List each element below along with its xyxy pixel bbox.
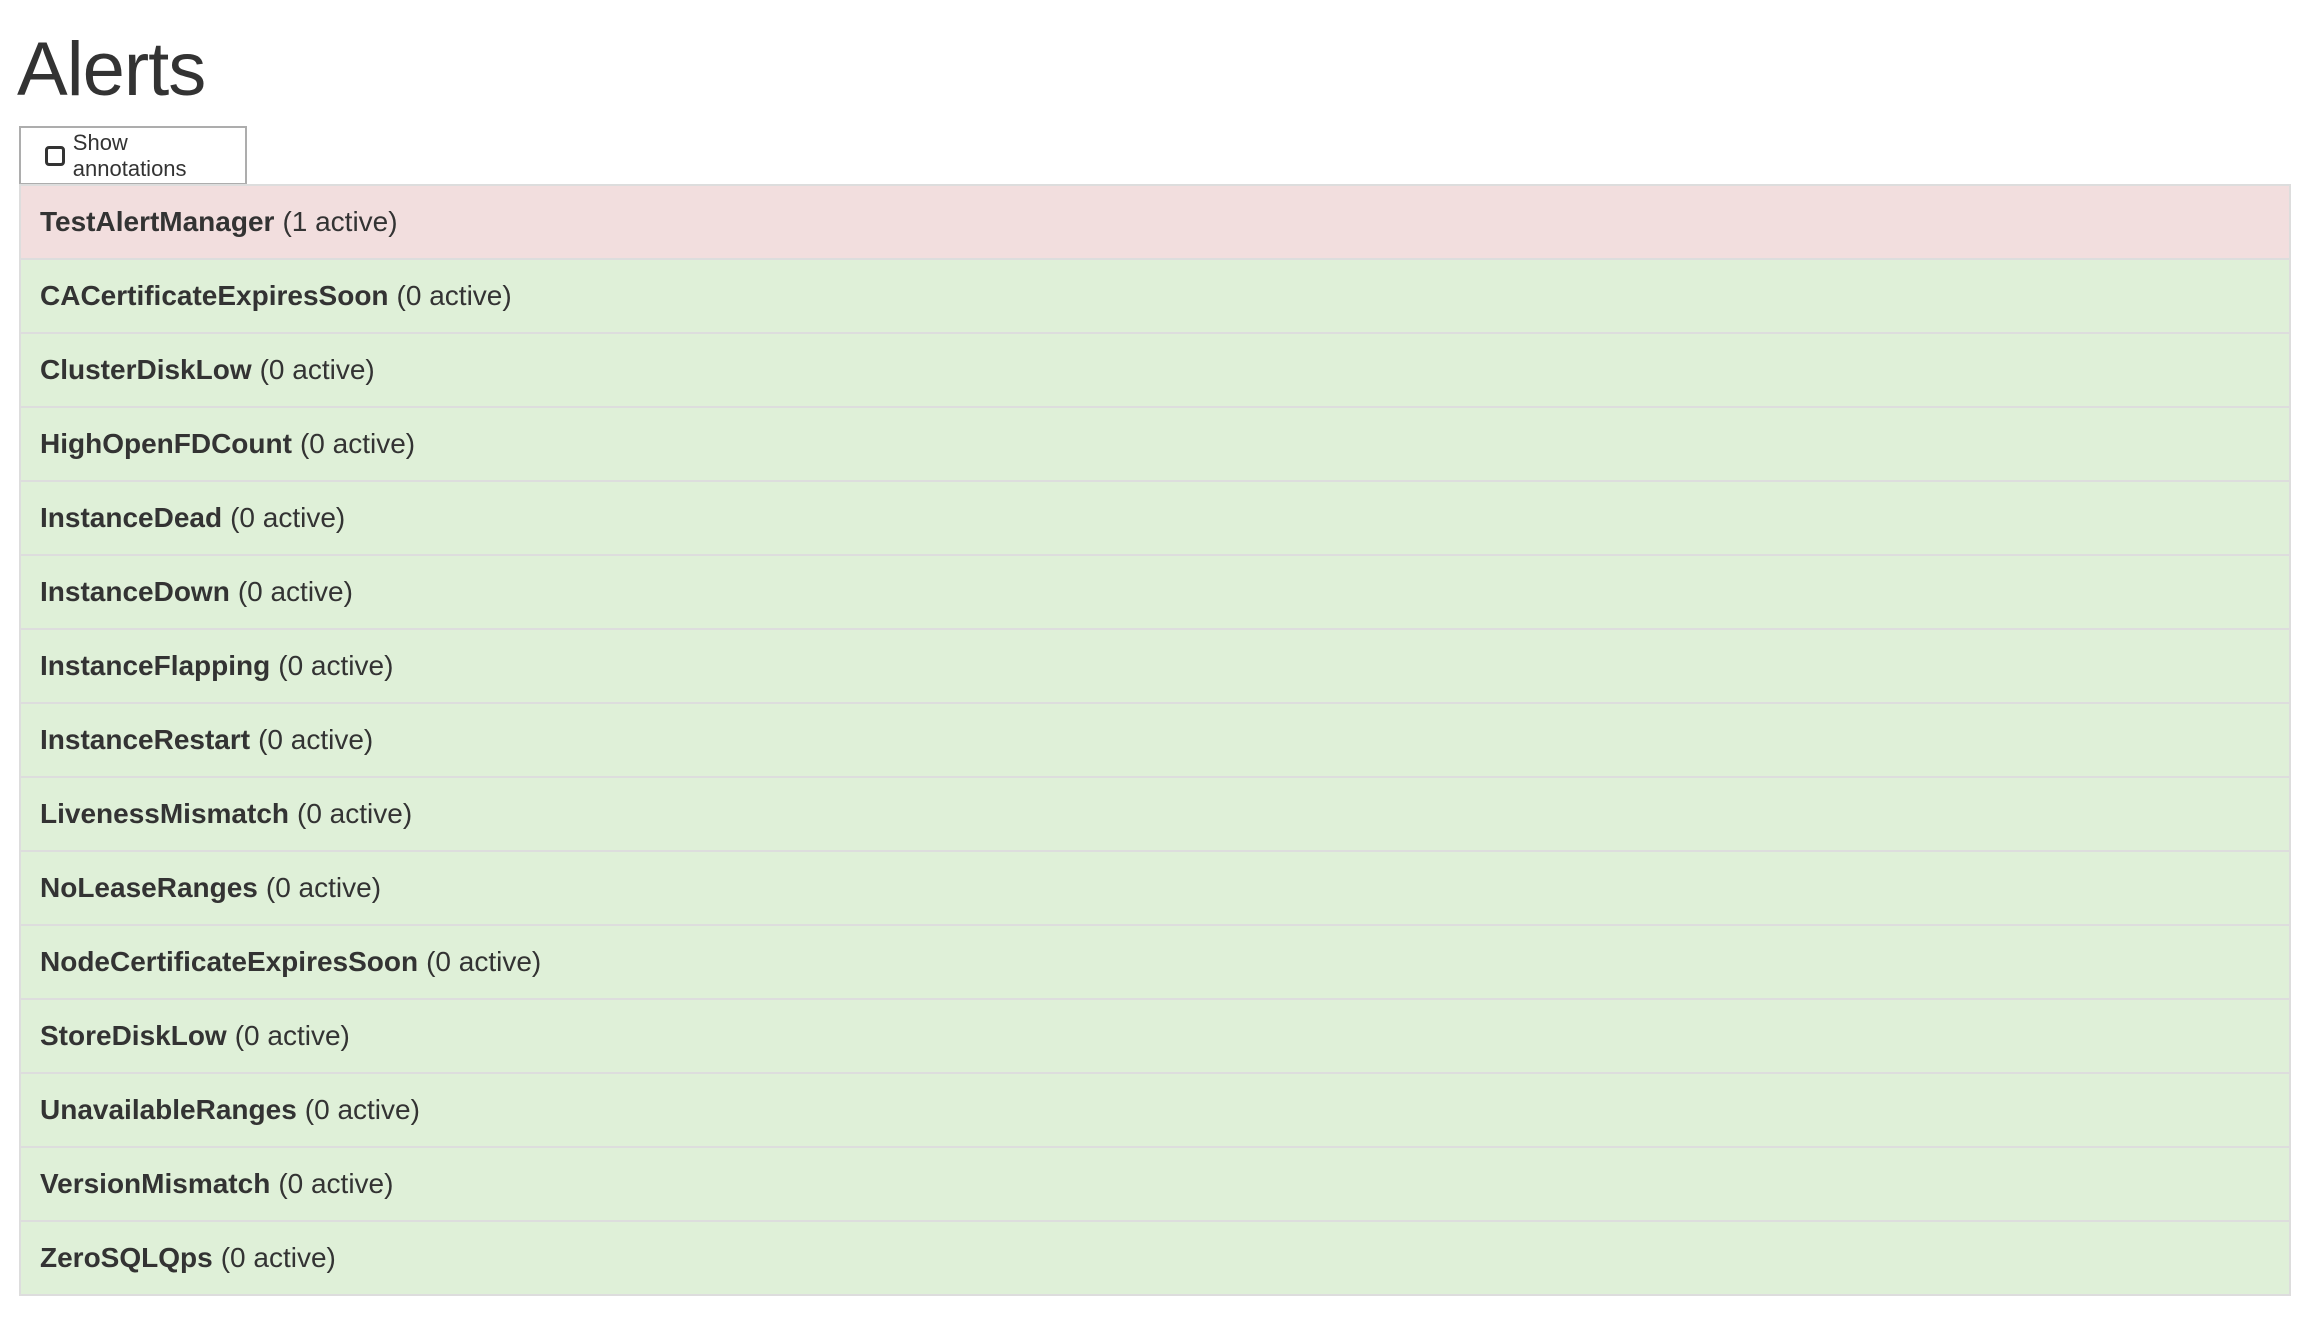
alert-row[interactable]: InstanceRestart (0 active) [21, 702, 2289, 776]
alert-active-count: (0 active) [299, 428, 416, 459]
alert-row[interactable]: UnavailableRanges (0 active) [21, 1072, 2289, 1146]
alert-row[interactable]: InstanceFlapping (0 active) [21, 628, 2289, 702]
alert-active-count: (0 active) [258, 724, 374, 755]
alert-row[interactable]: HighOpenFDCount (0 active) [21, 406, 2289, 480]
alert-name: InstanceRestart [40, 724, 251, 755]
alert-row[interactable]: TestAlertManager (1 active) [21, 184, 2289, 258]
alert-name: NodeCertificateExpiresSoon [40, 946, 419, 977]
alert-active-count: (0 active) [265, 872, 382, 903]
alert-row[interactable]: CACertificateExpiresSoon (0 active) [21, 258, 2289, 332]
alert-active-count: (0 active) [220, 1242, 336, 1273]
alert-active-count: (0 active) [297, 798, 413, 829]
alert-active-count: (0 active) [278, 1168, 394, 1199]
alert-name: StoreDiskLow [40, 1020, 227, 1051]
alert-active-count: (0 active) [426, 946, 542, 977]
alert-row[interactable]: VersionMismatch (0 active) [21, 1146, 2289, 1220]
show-annotations-button[interactable]: Show annotations [19, 126, 247, 185]
alert-name: LivenessMismatch [40, 798, 289, 829]
alert-active-count: (0 active) [230, 502, 346, 533]
alert-name: InstanceFlapping [40, 650, 271, 681]
alert-name: NoLeaseRanges [40, 872, 258, 903]
alert-name: TestAlertManager [40, 206, 275, 237]
alert-name: InstanceDead [40, 502, 223, 533]
alert-active-count: (0 active) [278, 650, 394, 681]
alert-row[interactable]: LivenessMismatch (0 active) [21, 776, 2289, 850]
alert-name: UnavailableRanges [40, 1094, 297, 1125]
page-title: Alerts [17, 27, 206, 112]
alert-name: VersionMismatch [40, 1168, 271, 1199]
alert-name: InstanceDown [40, 576, 230, 607]
alert-row[interactable]: ClusterDiskLow (0 active) [21, 332, 2289, 406]
alert-active-count: (0 active) [259, 354, 375, 385]
alert-name: ClusterDiskLow [40, 354, 252, 385]
alert-active-count: (0 active) [304, 1094, 420, 1125]
alert-active-count: (0 active) [234, 1020, 350, 1051]
alert-row[interactable]: InstanceDown (0 active) [21, 554, 2289, 628]
alert-row[interactable]: StoreDiskLow (0 active) [21, 998, 2289, 1072]
alert-active-count: (0 active) [237, 576, 353, 607]
alert-active-count: (1 active) [282, 206, 398, 237]
alert-row[interactable]: InstanceDead (0 active) [21, 480, 2289, 554]
alert-row[interactable]: ZeroSQLQps (0 active) [21, 1220, 2289, 1294]
alert-name: ZeroSQLQps [40, 1242, 213, 1273]
alert-row[interactable]: NoLeaseRanges (0 active) [21, 850, 2289, 924]
alert-name: HighOpenFDCount [40, 428, 292, 459]
show-annotations-label: Show annotations [72, 129, 187, 181]
checkbox-icon[interactable] [45, 145, 65, 166]
alert-list: TestAlertManager (1 active) CACertificateE… [19, 184, 2291, 1296]
alert-row[interactable]: NodeCertificateExpiresSoon (0 active) [21, 924, 2289, 998]
alert-name: CACertificateExpiresSoon [40, 280, 389, 311]
alert-active-count: (0 active) [396, 280, 512, 311]
